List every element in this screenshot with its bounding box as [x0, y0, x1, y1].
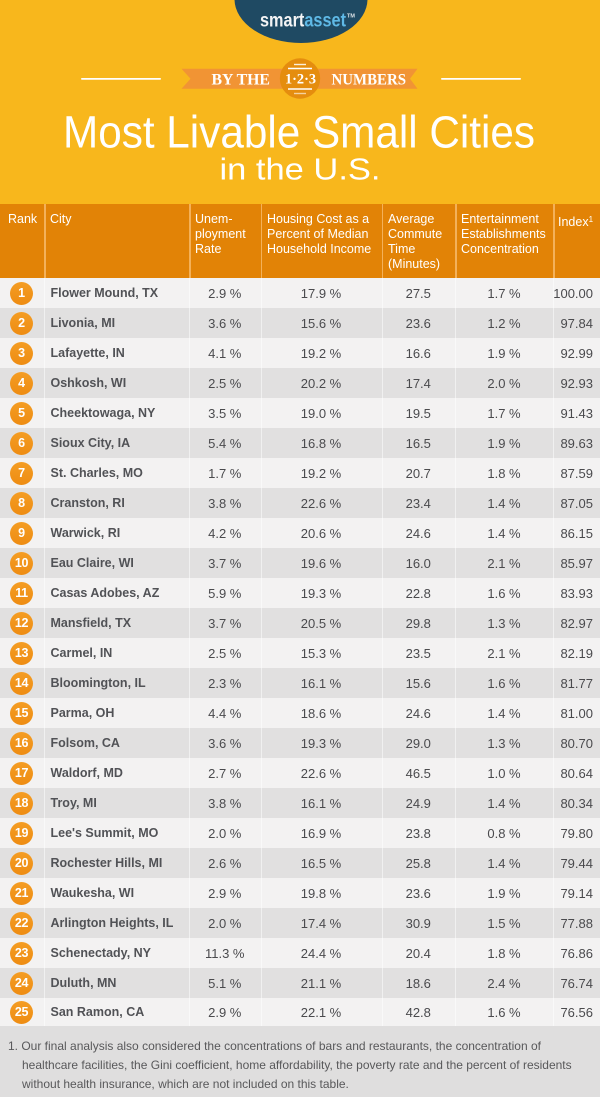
svg-text:NUMBERS: NUMBERS	[332, 71, 407, 88]
svg-text:in the U.S.: in the U.S.	[220, 153, 381, 187]
svg-text:smartasset: smartasset	[260, 10, 346, 31]
svg-text:BY THE: BY THE	[212, 71, 271, 88]
svg-text:Most Livable Small Cities: Most Livable Small Cities	[63, 107, 535, 158]
svg-text:TM: TM	[347, 14, 355, 20]
svg-text:1·2·3: 1·2·3	[285, 72, 316, 88]
